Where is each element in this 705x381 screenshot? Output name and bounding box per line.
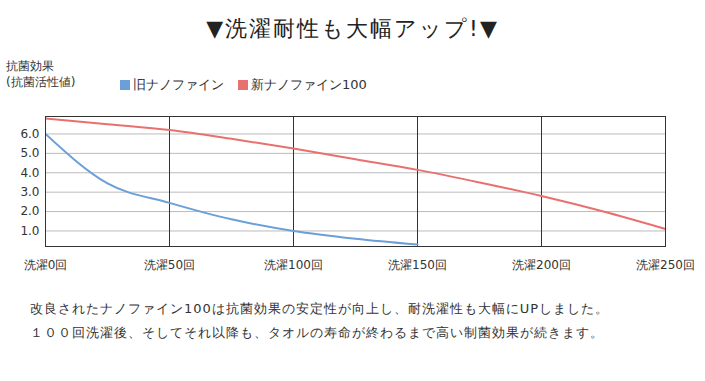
- html-text:旧ナノファイン: 旧ナノファイン: [133, 77, 224, 92]
- svg-text:4.0: 4.0: [20, 166, 39, 180]
- svg-text:洗濯150回: 洗濯150回: [388, 258, 447, 272]
- svg-text:洗濯50回: 洗濯50回: [144, 258, 195, 272]
- svg-text:洗濯100回: 洗濯100回: [264, 258, 323, 272]
- svg-text:2.0: 2.0: [20, 204, 39, 218]
- html-text:１００回洗濯後、そしてそれ以降も、タオルの寿命が終わるまで高: １００回洗濯後、そしてそれ以降も、タオルの寿命が終わるまで高い制菌効果が続きます…: [30, 325, 604, 340]
- svg-text:洗濯250回: 洗濯250回: [636, 258, 695, 272]
- svg-text:1.0: 1.0: [20, 224, 39, 238]
- svg-text:洗濯0回: 洗濯0回: [24, 258, 68, 272]
- html-text:改良されたナノファイン100は抗菌効果の安定性が向上し、耐洗: 改良されたナノファイン100は抗菌効果の安定性が向上し、耐洗濯性も大幅にUPしま…: [30, 301, 610, 316]
- svg-text:5.0: 5.0: [20, 146, 39, 160]
- html-text:新ナノファイン100: 新ナノファイン100: [251, 77, 367, 92]
- svg-text:3.0: 3.0: [20, 185, 39, 199]
- html-text:抗菌効果 (抗菌活性値): 抗菌効果 (抗菌活性値): [6, 59, 76, 89]
- html-text:▼洗濯耐性も大幅アップ!▼: ▼洗濯耐性も大幅アップ!▼: [206, 16, 499, 41]
- svg-text:洗濯200回: 洗濯200回: [512, 258, 571, 272]
- svg-text:6.0: 6.0: [20, 127, 39, 141]
